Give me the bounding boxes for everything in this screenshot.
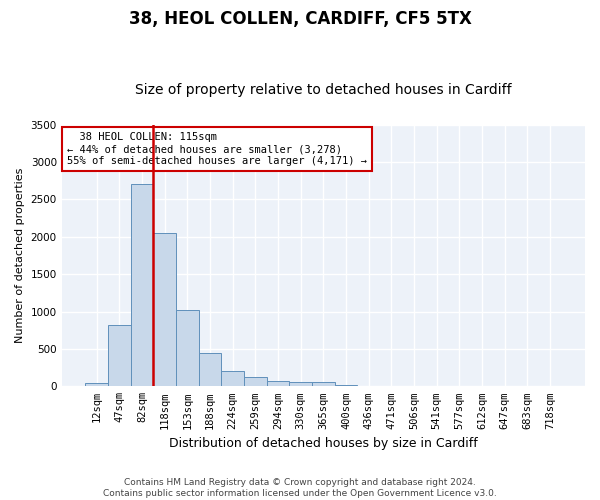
Bar bbox=[131, 184, 154, 386]
Y-axis label: Number of detached properties: Number of detached properties bbox=[15, 168, 25, 343]
Bar bbox=[335, 385, 358, 386]
Title: Size of property relative to detached houses in Cardiff: Size of property relative to detached ho… bbox=[135, 83, 512, 97]
Bar bbox=[266, 380, 289, 386]
Bar bbox=[244, 376, 266, 386]
X-axis label: Distribution of detached houses by size in Cardiff: Distribution of detached houses by size … bbox=[169, 437, 478, 450]
Bar bbox=[176, 310, 199, 386]
Text: 38, HEOL COLLEN, CARDIFF, CF5 5TX: 38, HEOL COLLEN, CARDIFF, CF5 5TX bbox=[128, 10, 472, 28]
Bar bbox=[221, 372, 244, 386]
Bar bbox=[154, 233, 176, 386]
Text: Contains HM Land Registry data © Crown copyright and database right 2024.
Contai: Contains HM Land Registry data © Crown c… bbox=[103, 478, 497, 498]
Bar bbox=[108, 325, 131, 386]
Text: 38 HEOL COLLEN: 115sqm
← 44% of detached houses are smaller (3,278)
55% of semi-: 38 HEOL COLLEN: 115sqm ← 44% of detached… bbox=[67, 132, 367, 166]
Bar bbox=[289, 382, 312, 386]
Bar bbox=[199, 352, 221, 386]
Bar bbox=[312, 382, 335, 386]
Bar bbox=[85, 382, 108, 386]
